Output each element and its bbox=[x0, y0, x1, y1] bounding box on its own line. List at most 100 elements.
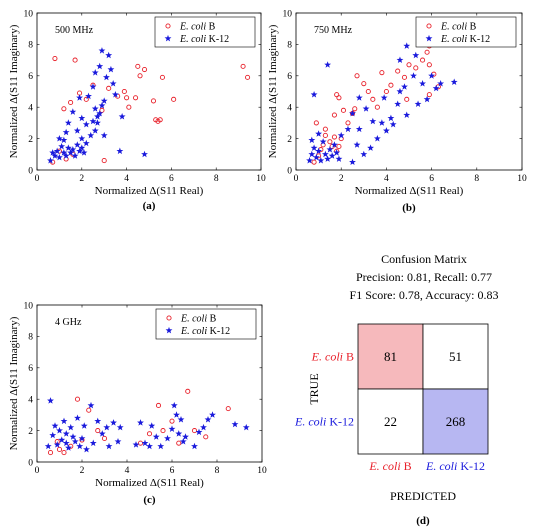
series-1 bbox=[47, 388, 231, 456]
data-point bbox=[60, 136, 68, 144]
data-point bbox=[159, 74, 165, 80]
data-point bbox=[47, 450, 54, 456]
data-point bbox=[423, 95, 431, 103]
data-point bbox=[395, 68, 401, 74]
y-axis-label: Normalized Δ(S11 Imaginary) bbox=[267, 24, 279, 158]
data-point bbox=[369, 117, 377, 125]
data-point bbox=[373, 135, 381, 142]
data-point bbox=[126, 104, 132, 110]
data-point bbox=[80, 149, 88, 156]
data-point bbox=[225, 406, 231, 412]
data-point bbox=[135, 63, 141, 69]
y-tick-label: 4 bbox=[28, 396, 33, 406]
data-point bbox=[76, 94, 83, 101]
data-point bbox=[76, 442, 84, 450]
data-point bbox=[311, 159, 317, 165]
data-point bbox=[164, 434, 171, 442]
data-point bbox=[94, 113, 101, 120]
frequency-label: 500 MHz bbox=[55, 25, 94, 36]
data-point bbox=[83, 96, 89, 102]
data-point bbox=[362, 105, 370, 112]
data-point bbox=[58, 436, 66, 443]
data-point bbox=[245, 74, 251, 80]
data-point bbox=[118, 113, 126, 120]
y-tick-label: 10 bbox=[24, 9, 34, 19]
data-point bbox=[242, 423, 250, 431]
x-tick-label: 0 bbox=[35, 174, 40, 184]
data-point bbox=[394, 100, 402, 107]
data-point bbox=[47, 156, 54, 164]
data-point bbox=[103, 423, 111, 431]
data-point bbox=[94, 119, 101, 126]
data-point bbox=[56, 427, 63, 434]
data-point bbox=[360, 150, 368, 158]
panel-label: (d) bbox=[416, 515, 430, 527]
column-label: E. coli B bbox=[368, 459, 411, 473]
frequency-label: 750 MHz bbox=[314, 25, 353, 36]
panel-label: (a) bbox=[143, 200, 156, 212]
data-point bbox=[137, 73, 143, 79]
data-point bbox=[169, 418, 175, 424]
confusion-matrix-panel: Confusion Matrix Precision: 0.81, Recall:… bbox=[294, 252, 498, 527]
data-point bbox=[345, 120, 351, 126]
data-point bbox=[328, 152, 336, 159]
y-tick-label: 0 bbox=[28, 458, 33, 468]
data-point bbox=[396, 87, 404, 95]
legend-entry: E. coli K-12 bbox=[180, 326, 230, 337]
data-point bbox=[379, 70, 385, 76]
data-point bbox=[105, 442, 113, 450]
data-point bbox=[336, 95, 342, 101]
y-axis-label: Normalized Δ(S11 Imaginary) bbox=[8, 316, 20, 450]
data-point bbox=[191, 428, 198, 434]
data-point bbox=[82, 120, 90, 128]
data-point bbox=[308, 150, 316, 158]
data-point bbox=[49, 149, 57, 156]
data-point bbox=[121, 88, 127, 95]
data-point bbox=[101, 435, 108, 442]
data-point bbox=[412, 51, 420, 59]
data-point bbox=[110, 419, 117, 426]
panel-label: (b) bbox=[402, 202, 416, 214]
data-point bbox=[69, 108, 77, 115]
x-axis-label: Normalized Δ(S11 Real) bbox=[95, 477, 204, 489]
data-point bbox=[89, 439, 97, 447]
data-point bbox=[361, 81, 367, 87]
panel-label: (c) bbox=[143, 494, 156, 506]
data-point bbox=[322, 126, 328, 132]
x-tick-label: 0 bbox=[35, 466, 40, 476]
data-point bbox=[349, 158, 356, 166]
data-point bbox=[107, 65, 115, 73]
data-point bbox=[111, 91, 119, 98]
data-point bbox=[437, 80, 445, 87]
data-point bbox=[426, 92, 432, 98]
data-point bbox=[426, 62, 432, 68]
data-point bbox=[62, 439, 70, 447]
y-tick-label: 4 bbox=[287, 104, 292, 114]
data-point bbox=[344, 125, 352, 133]
data-point bbox=[49, 431, 57, 439]
column-label: E. coli K-12 bbox=[425, 459, 485, 473]
data-point bbox=[74, 396, 81, 402]
data-point bbox=[116, 147, 124, 155]
y-tick-label: 8 bbox=[28, 41, 33, 51]
y-tick-label: 10 bbox=[24, 301, 34, 311]
data-point bbox=[306, 156, 313, 164]
data-point bbox=[396, 56, 404, 64]
data-point bbox=[370, 96, 376, 102]
true-axis-label: TRUE bbox=[307, 373, 321, 404]
data-point bbox=[74, 414, 81, 421]
y-tick-label: 10 bbox=[283, 9, 293, 19]
legend: E. coli BE. coli K-12 bbox=[415, 16, 517, 48]
data-point bbox=[179, 437, 187, 445]
data-point bbox=[365, 88, 371, 95]
data-point bbox=[61, 106, 67, 112]
legend-marker bbox=[164, 34, 172, 42]
data-point bbox=[349, 109, 356, 117]
data-point bbox=[378, 119, 386, 126]
legend-entry: E. coli K-12 bbox=[440, 34, 490, 45]
data-point bbox=[383, 88, 389, 95]
data-point bbox=[78, 434, 86, 442]
data-point bbox=[389, 120, 397, 128]
data-point bbox=[71, 152, 79, 159]
data-point bbox=[414, 100, 422, 107]
